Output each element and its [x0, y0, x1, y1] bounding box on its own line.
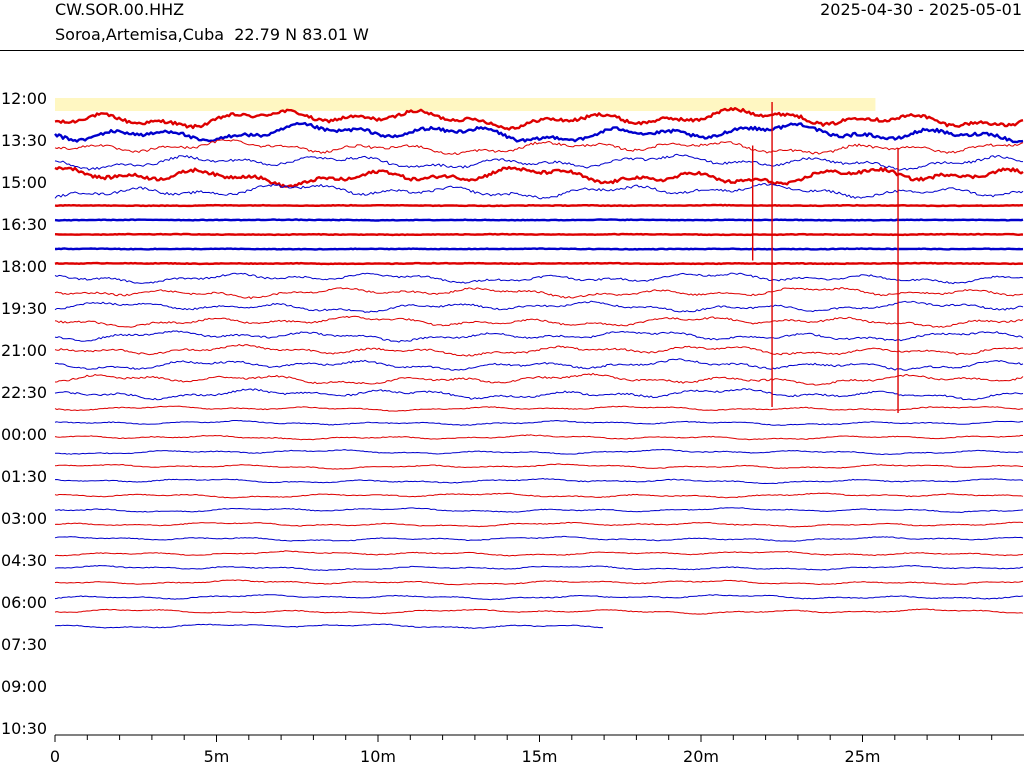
row-time-label: 09:00: [1, 677, 47, 696]
row-time-label: 04:30: [1, 551, 47, 570]
trace-row: [54, 344, 1024, 357]
trace-row: [54, 434, 1024, 441]
row-time-label: 18:00: [1, 257, 47, 276]
trace-row: [54, 608, 1024, 615]
row-time-label: 07:30: [1, 635, 47, 654]
x-tick-label: 15m: [522, 747, 558, 766]
trace-row: [54, 139, 1024, 155]
trace-row: [54, 388, 1024, 401]
trace-row: [54, 232, 1024, 237]
station-code: CW.SOR.00.HHZ: [55, 0, 185, 19]
trace-row: [54, 272, 1024, 285]
trace-row: [54, 121, 1024, 144]
trace-row: [54, 287, 1024, 300]
trace-row: [54, 203, 1024, 208]
trace-row: [54, 594, 1024, 601]
row-time-label: 21:00: [1, 341, 47, 360]
date-range: 2025-04-30 - 2025-05-01: [820, 0, 1022, 19]
trace-row: [54, 106, 1024, 131]
trace-row: [54, 507, 1024, 513]
x-tick-label: 10m: [360, 747, 396, 766]
trace-row: [54, 420, 1023, 426]
trace-row: [54, 165, 1024, 189]
x-tick-label: 5m: [204, 747, 230, 766]
row-time-label: 16:30: [1, 215, 47, 234]
data-gap-band: [55, 98, 876, 111]
trace-row: [55, 247, 1024, 251]
trace-row: [54, 261, 1023, 266]
trace-row: [55, 448, 1024, 455]
row-time-label: 06:00: [1, 593, 47, 612]
trace-row: [54, 358, 1024, 371]
trace-row: [54, 153, 1023, 171]
trace-row: [54, 623, 604, 629]
trace-row: [54, 478, 1024, 484]
trace-row: [54, 535, 1024, 542]
x-tick-label: 0: [50, 747, 60, 766]
row-time-label: 19:30: [1, 299, 47, 318]
trace-row: [54, 218, 1024, 222]
trace-row: [54, 315, 1024, 328]
row-time-label: 03:00: [1, 509, 47, 528]
trace-row: [54, 330, 1024, 343]
trace-row: [54, 579, 1024, 586]
trace-row: [54, 183, 1024, 200]
x-tick-label: 20m: [683, 747, 719, 766]
row-time-label: 22:30: [1, 383, 47, 402]
header-divider: [0, 50, 1024, 51]
trace-row: [54, 550, 1024, 557]
trace-row: [54, 405, 1024, 412]
row-time-label: 12:00: [1, 89, 47, 108]
trace-row: [55, 372, 1024, 386]
row-time-label: 10:30: [1, 719, 47, 738]
trace-row: [54, 492, 1024, 499]
trace-row: [54, 565, 1024, 571]
trace-row: [54, 463, 1024, 470]
row-time-label: 00:00: [1, 425, 47, 444]
row-time-label: 01:30: [1, 467, 47, 486]
trace-row: [54, 521, 1024, 528]
row-time-label: 15:00: [1, 173, 47, 192]
trace-row: [54, 300, 1024, 313]
station-location: Soroa,Artemisa,Cuba 22.79 N 83.01 W: [55, 25, 369, 44]
x-tick-label: 25m: [845, 747, 881, 766]
row-time-label: 13:30: [1, 131, 47, 150]
